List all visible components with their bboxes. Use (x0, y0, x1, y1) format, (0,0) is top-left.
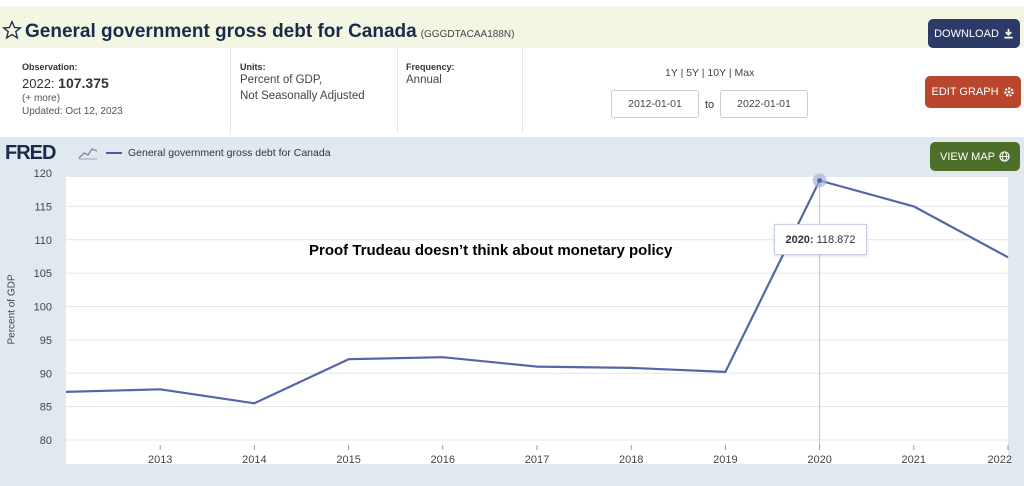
x-tick-label: 2014 (242, 454, 266, 466)
divider (522, 48, 523, 133)
x-tick-label: 2019 (713, 454, 737, 466)
y-tick-label: 90 (40, 368, 52, 380)
gear-icon (1003, 87, 1014, 97)
y-axis-label: Percent of GDP (6, 274, 18, 345)
x-tick-labels: 2013 2014 2015 2016 2017 2018 2019 2020 2021 2022 (148, 445, 1012, 466)
fred-chart-logo-icon (78, 148, 98, 160)
data-tooltip: 2020: 118.872 (774, 224, 867, 255)
y-tick-label: 85 (40, 402, 52, 414)
chart-legend: General government gross debt for Canada (106, 147, 331, 159)
legend-line-swatch (106, 152, 122, 154)
data-point[interactable] (628, 365, 634, 371)
edit-graph-button[interactable]: EDIT GRAPH (925, 76, 1021, 108)
title-bar: General government gross debt for Canada… (0, 6, 1024, 48)
updated-date: Updated: Oct 12, 2023 (22, 106, 123, 117)
fred-logo: FRED (5, 142, 56, 164)
y-tick-label: 95 (40, 335, 52, 347)
start-date-input[interactable]: 2012-01-01 (611, 90, 699, 118)
data-point[interactable] (346, 356, 352, 362)
frequency-block: Frequency: Annual (406, 62, 455, 86)
data-point[interactable] (251, 400, 257, 406)
legend-label: General government gross debt for Canada (128, 147, 331, 159)
globe-icon (999, 151, 1010, 162)
plot-area (66, 177, 1008, 464)
view-map-button[interactable]: VIEW MAP (930, 142, 1020, 171)
units-block: Units: Percent of GDP, Not Seasonally Ad… (240, 62, 365, 102)
y-tick-label: 120 (34, 168, 52, 180)
observation-value: 2022: 107.375 (22, 75, 109, 91)
data-point[interactable] (911, 203, 917, 209)
x-tick-label: 2016 (431, 454, 455, 466)
x-tick-label: 2018 (619, 454, 643, 466)
x-tick-label: 2013 (148, 454, 172, 466)
y-tick-label: 110 (34, 235, 52, 247)
data-point[interactable] (63, 389, 69, 395)
x-tick-label: 2020 (807, 454, 831, 466)
page-title: General government gross debt for Canada… (25, 21, 515, 42)
x-tick-label: 2021 (902, 454, 926, 466)
more-link[interactable]: (+ more) (22, 93, 61, 104)
y-tick-label: 80 (40, 435, 52, 447)
y-tick-labels: 80 85 90 95 100 105 110 115 120 (34, 168, 52, 447)
divider (397, 48, 398, 133)
series-line (65, 179, 1009, 405)
x-tick-label: 2015 (336, 454, 360, 466)
observation-block: Observation: 2022: 107.375 (+ more) Upda… (22, 62, 123, 117)
download-button[interactable]: DOWNLOAD (928, 19, 1020, 48)
data-point[interactable] (157, 386, 163, 392)
highlight-point[interactable] (817, 178, 823, 184)
data-point[interactable] (534, 364, 540, 370)
download-icon (1004, 28, 1013, 39)
series-info: Observation: 2022: 107.375 (+ more) Upda… (0, 48, 1024, 136)
data-point[interactable] (722, 369, 728, 375)
end-date-input[interactable]: 2022-01-01 (720, 90, 808, 118)
series-id: (GGGDTACAA188N) (420, 29, 515, 40)
y-tick-label: 100 (34, 302, 52, 314)
divider (230, 48, 231, 133)
range-links[interactable]: 1Y | 5Y | 10Y | Max (665, 67, 755, 79)
y-tick-label: 105 (34, 268, 52, 280)
x-tick-label: 2022 (988, 454, 1012, 466)
y-tick-label: 115 (34, 201, 52, 213)
annotation-text: Proof Trudeau doesn’t think about moneta… (309, 242, 673, 259)
x-tick-label: 2017 (525, 454, 549, 466)
to-label: to (705, 99, 715, 111)
chart-grid (66, 172, 1008, 441)
data-point[interactable] (1005, 254, 1011, 260)
data-point[interactable] (440, 354, 446, 360)
star-icon[interactable] (2, 20, 22, 40)
